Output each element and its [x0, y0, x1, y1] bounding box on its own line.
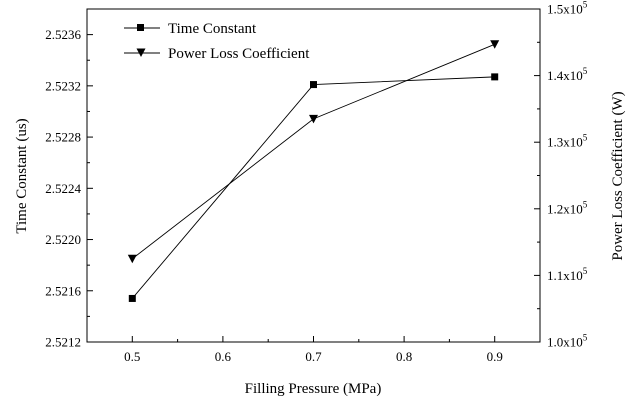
y-left-tick-label: 2.5236	[45, 27, 81, 42]
y-right-tick-label: 1.3x105	[547, 133, 588, 150]
x-tick-label: 0.7	[305, 349, 322, 364]
y-right-tick-label: 1.5x105	[547, 0, 588, 17]
legend: Time Constant Power Loss Coefficient	[124, 21, 310, 62]
legend-label-power-loss-coefficient: Power Loss Coefficient	[168, 46, 310, 62]
y-right-tick-label: 1.0x105	[547, 333, 588, 350]
y-left-tick-label: 2.5212	[45, 335, 81, 350]
x-axis-label: Filling Pressure (MPa)	[245, 381, 382, 397]
y-right-tick-exponent: 5	[583, 333, 588, 343]
plot-frame	[86, 8, 541, 343]
legend-label-time-constant: Time Constant	[168, 21, 257, 37]
x-tick-label: 0.6	[215, 349, 232, 364]
series-line-power-loss-coefficient	[132, 43, 495, 260]
y-left-tick-label: 2.5220	[45, 232, 81, 247]
data-point-triangle	[309, 114, 318, 124]
y-right-tick-exponent: 5	[583, 199, 588, 209]
y-left-tick-label: 2.5224	[45, 181, 81, 196]
y-left-tick-label: 2.5228	[45, 130, 81, 145]
data-point-triangle	[490, 40, 500, 49]
data-point-square	[128, 294, 136, 302]
legend-square-marker	[137, 24, 144, 31]
legend-item-power-loss: Power Loss Coefficient	[124, 46, 310, 62]
y-left-tick-label: 2.5216	[45, 283, 81, 298]
data-point-square	[491, 73, 499, 81]
x-tick-label: 0.8	[396, 349, 412, 364]
y-left-axis: 2.5212 2.5216 2.5220 2.5224 2.5228 2.5232 2.52…	[45, 27, 93, 350]
legend-triangle-marker	[136, 48, 146, 57]
series-line-time-constant	[131, 76, 495, 299]
y-right-tick-exponent: 5	[583, 133, 588, 143]
x-tick-label: 0.5	[124, 349, 140, 364]
y-right-axis-label: Power Loss Coefficient (W)	[610, 91, 626, 260]
series-layer	[127, 40, 500, 302]
y-right-tick-label: 1.1x105	[547, 266, 588, 283]
x-tick-label: 0.9	[487, 349, 503, 364]
data-point-triangle	[127, 254, 137, 264]
y-left-axis-label: Time Constant (us)	[14, 118, 30, 233]
y-right-axis: 1.0x105 1.1x105 1.2x105 1.3x105 1.4x105 1.5x1…	[534, 0, 588, 350]
x-axis: 0.5 0.6 0.7 0.8 0.9	[124, 336, 503, 364]
legend-item-time-constant: Time Constant	[124, 21, 257, 37]
y-right-tick-exponent: 5	[583, 0, 588, 10]
data-point-square	[310, 81, 317, 89]
y-right-tick-exponent: 5	[583, 266, 588, 276]
y-right-tick-label: 1.4x105	[547, 66, 588, 83]
y-right-tick-label: 1.2x105	[547, 199, 588, 216]
y-right-tick-exponent: 5	[583, 66, 588, 76]
y-left-tick-label: 2.5232	[45, 78, 81, 93]
